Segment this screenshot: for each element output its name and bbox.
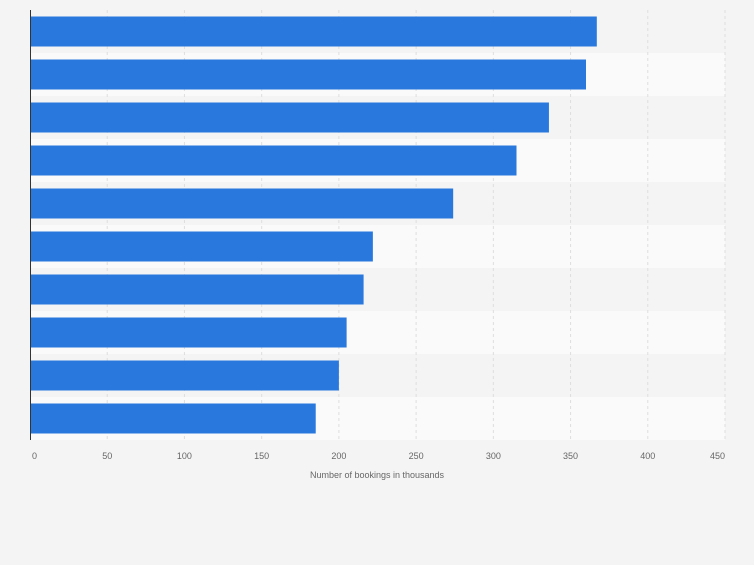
bar [30, 360, 339, 391]
bar [30, 274, 364, 305]
x-axis-label: Number of bookings in thousands [310, 470, 445, 480]
bar [30, 102, 549, 133]
x-tick-label: 100 [177, 451, 192, 461]
bar [30, 16, 597, 47]
bar [30, 403, 316, 434]
bars [30, 16, 597, 434]
bar [30, 188, 454, 219]
bar [30, 145, 517, 176]
x-tick-label: 400 [640, 451, 655, 461]
x-tick-label: 350 [563, 451, 578, 461]
x-tick-labels: 0 50 100 150 200 250 300 350 400 450 [32, 451, 725, 461]
x-tick-label: 450 [710, 451, 725, 461]
x-tick-label: 200 [331, 451, 346, 461]
x-tick-label: 50 [102, 451, 112, 461]
bar [30, 317, 347, 348]
x-tick-label: 0 [32, 451, 37, 461]
x-tick-label: 150 [254, 451, 269, 461]
bar [30, 231, 373, 262]
x-tick-label: 250 [409, 451, 424, 461]
bar [30, 59, 586, 90]
x-tick-label: 300 [486, 451, 501, 461]
